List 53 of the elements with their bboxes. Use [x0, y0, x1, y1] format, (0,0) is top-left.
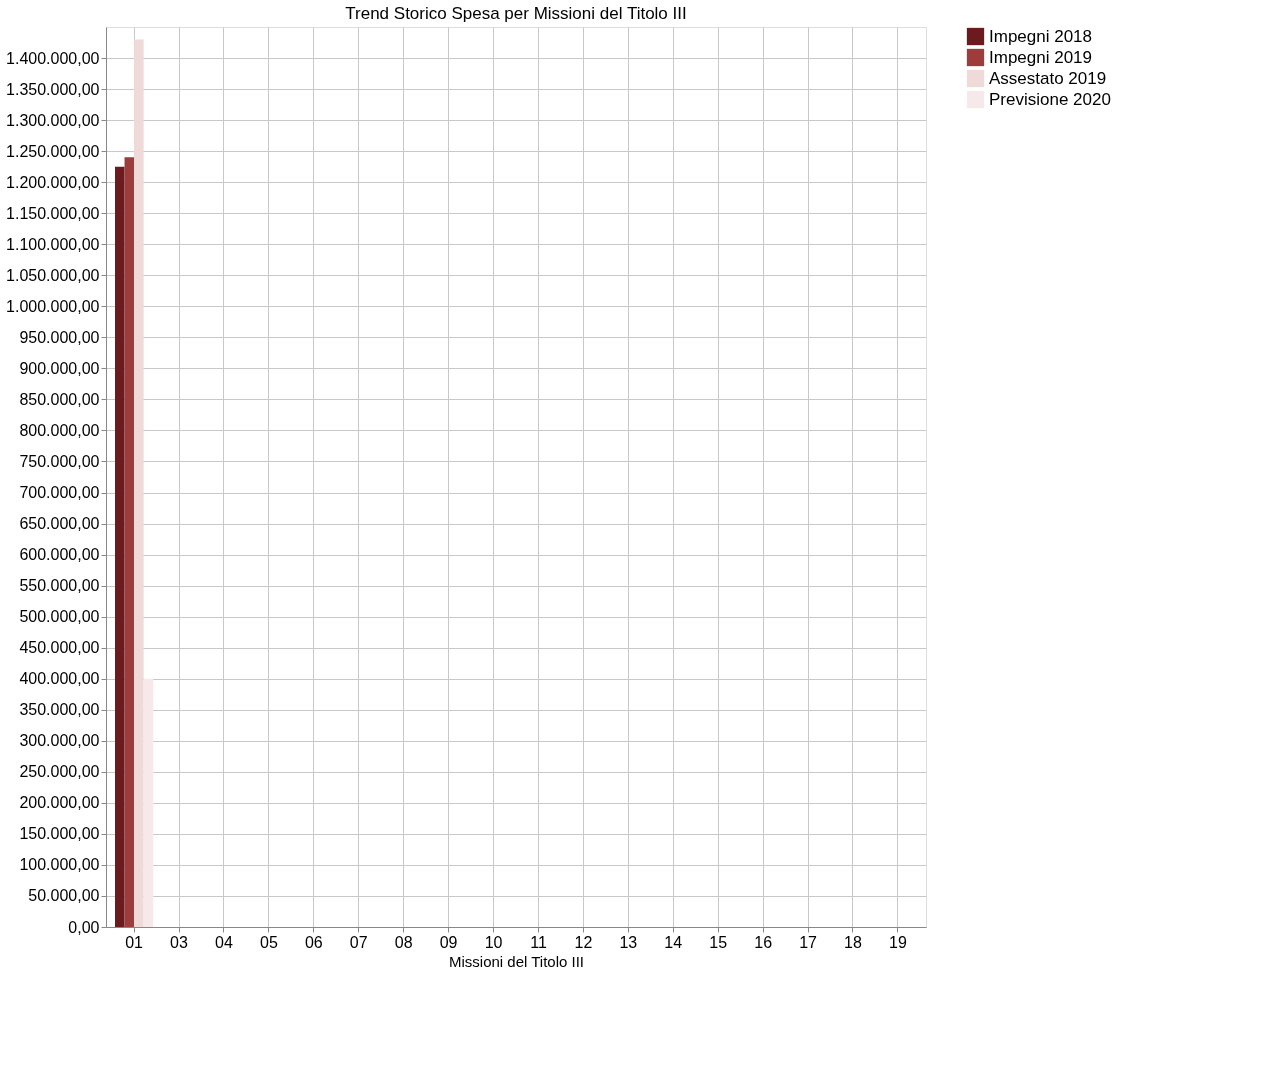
y-tick-label: 0,00: [68, 918, 100, 936]
y-tick-label: 1.050.000,00: [6, 266, 100, 284]
x-axis-title: Missioni del Titolo III: [448, 952, 585, 970]
y-tick-label: 700.000,00: [19, 484, 100, 502]
legend-label: Impegni 2019: [989, 47, 1093, 67]
y-tick-label: 250.000,00: [19, 763, 100, 781]
y-tick-label: 450.000,00: [19, 639, 100, 657]
y-tick-label: 600.000,00: [19, 546, 100, 564]
y-tick-label: 850.000,00: [19, 390, 100, 408]
x-tick-label: 03: [170, 933, 189, 951]
y-tick-label: 50.000,00: [28, 887, 100, 905]
y-tick-label: 1.000.000,00: [6, 297, 100, 315]
y-tick-label: 500.000,00: [19, 608, 100, 626]
y-tick-label: 800.000,00: [19, 421, 100, 439]
legend-label: Assestato 2019: [989, 68, 1107, 88]
y-tick-label: 1.100.000,00: [6, 235, 100, 253]
x-tick-label: 19: [889, 933, 907, 951]
x-tick-label: 12: [574, 933, 593, 951]
y-tick-label: 750.000,00: [19, 452, 100, 470]
x-tick-label: 10: [484, 933, 503, 951]
y-tick-label: 550.000,00: [19, 577, 100, 595]
legend-label: Previsione 2020: [989, 89, 1111, 109]
x-tick-label: 18: [844, 933, 862, 951]
y-tick-label: 1.400.000,00: [6, 49, 100, 67]
y-tick-label: 900.000,00: [19, 359, 100, 377]
x-tick-label: 07: [349, 933, 368, 951]
x-tick-label: 11: [530, 933, 547, 951]
y-tick-label: 1.150.000,00: [6, 204, 100, 222]
y-tick-label: 650.000,00: [19, 515, 100, 533]
y-tick-label: 350.000,00: [19, 701, 100, 719]
x-tick-label: 16: [754, 933, 773, 951]
y-tick-label: 1.300.000,00: [6, 111, 100, 129]
x-tick-label: 04: [215, 933, 233, 951]
x-tick-label: 05: [259, 933, 278, 951]
x-tick-label: 15: [709, 933, 728, 951]
y-tick-label: 400.000,00: [19, 670, 100, 688]
y-tick-label: 300.000,00: [19, 732, 100, 750]
x-tick-label: 13: [619, 933, 638, 951]
y-tick-label: 100.000,00: [19, 856, 100, 874]
x-tick-label: 17: [799, 933, 818, 951]
chart-title: Trend Storico Spesa per Missioni del Titolo III: [345, 4, 687, 23]
x-tick-label: 06: [304, 933, 323, 951]
y-tick-label: 950.000,00: [19, 328, 100, 346]
x-tick-label: 01: [125, 933, 144, 951]
y-tick-label: 150.000,00: [19, 825, 100, 843]
x-tick-label: 09: [439, 933, 458, 951]
y-tick-label: 1.350.000,00: [6, 80, 100, 98]
x-tick-label: 14: [664, 933, 683, 951]
y-tick-label: 1.250.000,00: [6, 142, 100, 160]
y-tick-label: 200.000,00: [19, 794, 100, 812]
legend-label: Impegni 2018: [989, 26, 1093, 46]
y-tick-label: 1.200.000,00: [6, 173, 100, 191]
x-tick-label: 08: [394, 933, 413, 951]
